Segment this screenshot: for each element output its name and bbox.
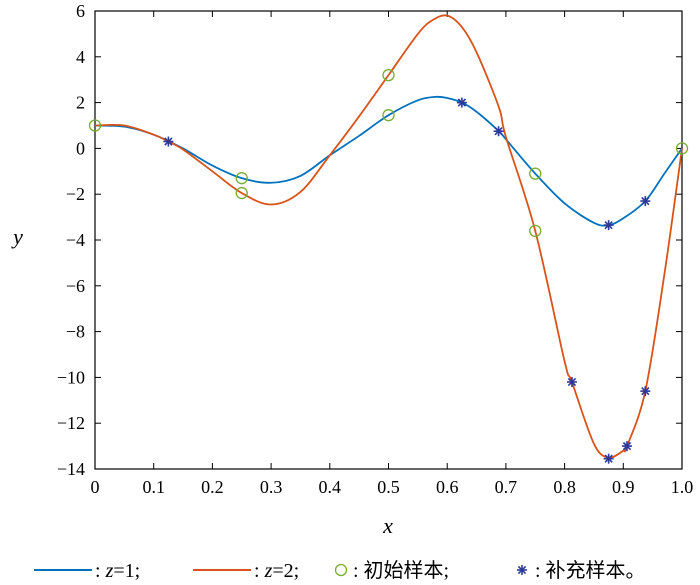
legend-z2-prefix: : bbox=[254, 560, 265, 582]
series-line-z1 bbox=[94, 95, 683, 227]
initial-sample-point bbox=[675, 142, 689, 155]
x-tick-label: 0 bbox=[91, 477, 100, 497]
x-tick-label: 0.9 bbox=[612, 477, 635, 497]
x-tick-label: 0.1 bbox=[142, 477, 165, 497]
x-tick-label: 0.3 bbox=[260, 477, 283, 497]
supplementary-sample-point bbox=[622, 441, 632, 452]
y-tick-label: −14 bbox=[57, 459, 85, 479]
initial-sample-point bbox=[88, 119, 102, 132]
initial-sample-point bbox=[382, 68, 395, 82]
plot-frame bbox=[94, 10, 683, 470]
initial-sample-point bbox=[529, 167, 542, 180]
supplementary-sample-point bbox=[640, 196, 651, 207]
initial-sample-point bbox=[529, 224, 542, 237]
supplementary-sample-point bbox=[640, 386, 651, 397]
supplementary-sample-point bbox=[566, 376, 577, 387]
x-tick-label: 0.4 bbox=[319, 477, 342, 497]
legend-z1-prefix: : bbox=[95, 560, 106, 582]
x-tick-label: 1.0 bbox=[671, 477, 694, 497]
series-line-z2 bbox=[94, 14, 683, 459]
y-tick-label: −8 bbox=[66, 322, 85, 342]
initial-sample-point bbox=[235, 172, 248, 185]
y-tick-label: −2 bbox=[66, 184, 85, 204]
x-axis-label: x bbox=[382, 513, 393, 538]
legend: : z=1; : z=2; : 初始样本; : 补充样本。 bbox=[34, 559, 646, 582]
curves bbox=[94, 14, 683, 459]
legend-z2-value: =2; bbox=[272, 560, 299, 582]
supplementary-sample-point bbox=[163, 136, 174, 147]
x-tick-label: 0.7 bbox=[495, 477, 518, 497]
legend-supplementary-marker bbox=[517, 565, 527, 575]
y-tick-label: −10 bbox=[57, 367, 85, 387]
legend-initial-label: : 初始样本; bbox=[353, 559, 449, 582]
legend-z1-var: z bbox=[105, 560, 114, 582]
legend-z2-label: : z=2; bbox=[254, 560, 299, 582]
supplementary-sample-point bbox=[493, 126, 504, 137]
legend-z1-value: =1; bbox=[113, 560, 140, 582]
x-tick-label: 0.5 bbox=[377, 477, 400, 497]
initial-sample-point bbox=[382, 109, 395, 122]
y-tick-label: 4 bbox=[76, 47, 85, 67]
y-axis-label: y bbox=[11, 224, 23, 249]
supplementary-sample-point bbox=[603, 453, 614, 464]
y-tick-label: 6 bbox=[76, 1, 85, 21]
supplementary-sample-point bbox=[456, 97, 467, 108]
initial-sample-point bbox=[235, 186, 248, 200]
legend-supplementary-label: : 补充样本。 bbox=[535, 559, 646, 582]
y-tick-label: −4 bbox=[66, 230, 85, 250]
y-tick-label: −6 bbox=[66, 276, 85, 296]
legend-z2-var: z bbox=[264, 560, 273, 582]
y-tick-label: 2 bbox=[76, 93, 85, 113]
x-tick-label: 0.8 bbox=[553, 477, 576, 497]
y-tick-label: 0 bbox=[76, 138, 85, 158]
x-tick-label: 0.6 bbox=[436, 477, 459, 497]
x-tick-label: 0.2 bbox=[201, 477, 224, 497]
y-tick-label: −12 bbox=[57, 413, 85, 433]
legend-z1-label: : z=1; bbox=[95, 560, 140, 582]
ticks: 0 0.1 0.2 0.3 0.4 0.5 0.6 0.7 0.8 0.9 1.0 6 4 2 0 −2 −4 −… bbox=[57, 1, 693, 497]
markers bbox=[88, 68, 689, 464]
legend-initial-marker bbox=[334, 563, 348, 577]
supplementary-sample-point bbox=[603, 220, 614, 231]
